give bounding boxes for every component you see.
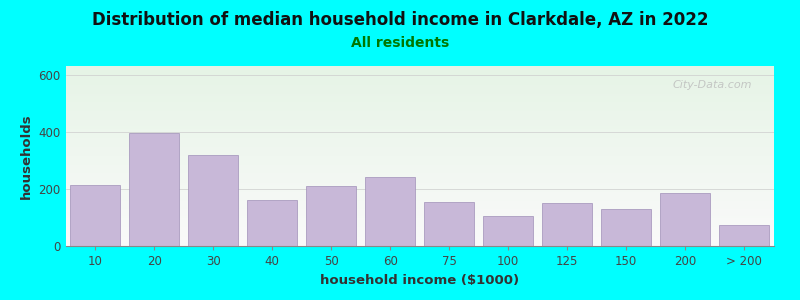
Bar (483, 216, 533, 246)
Text: City-Data.com: City-Data.com (673, 80, 752, 90)
Bar (365, 177, 415, 246)
Bar (247, 200, 297, 246)
Bar (660, 193, 710, 246)
Text: Distribution of median household income in Clarkdale, AZ in 2022: Distribution of median household income … (92, 11, 708, 28)
Bar (129, 133, 179, 246)
Bar (70, 184, 120, 246)
Y-axis label: households: households (20, 113, 33, 199)
Bar (542, 203, 592, 246)
Text: All residents: All residents (351, 36, 449, 50)
Bar (424, 202, 474, 246)
Bar (601, 209, 651, 246)
Bar (188, 154, 238, 246)
X-axis label: household income ($1000): household income ($1000) (320, 274, 519, 286)
Bar (719, 225, 769, 246)
Bar (306, 186, 356, 246)
